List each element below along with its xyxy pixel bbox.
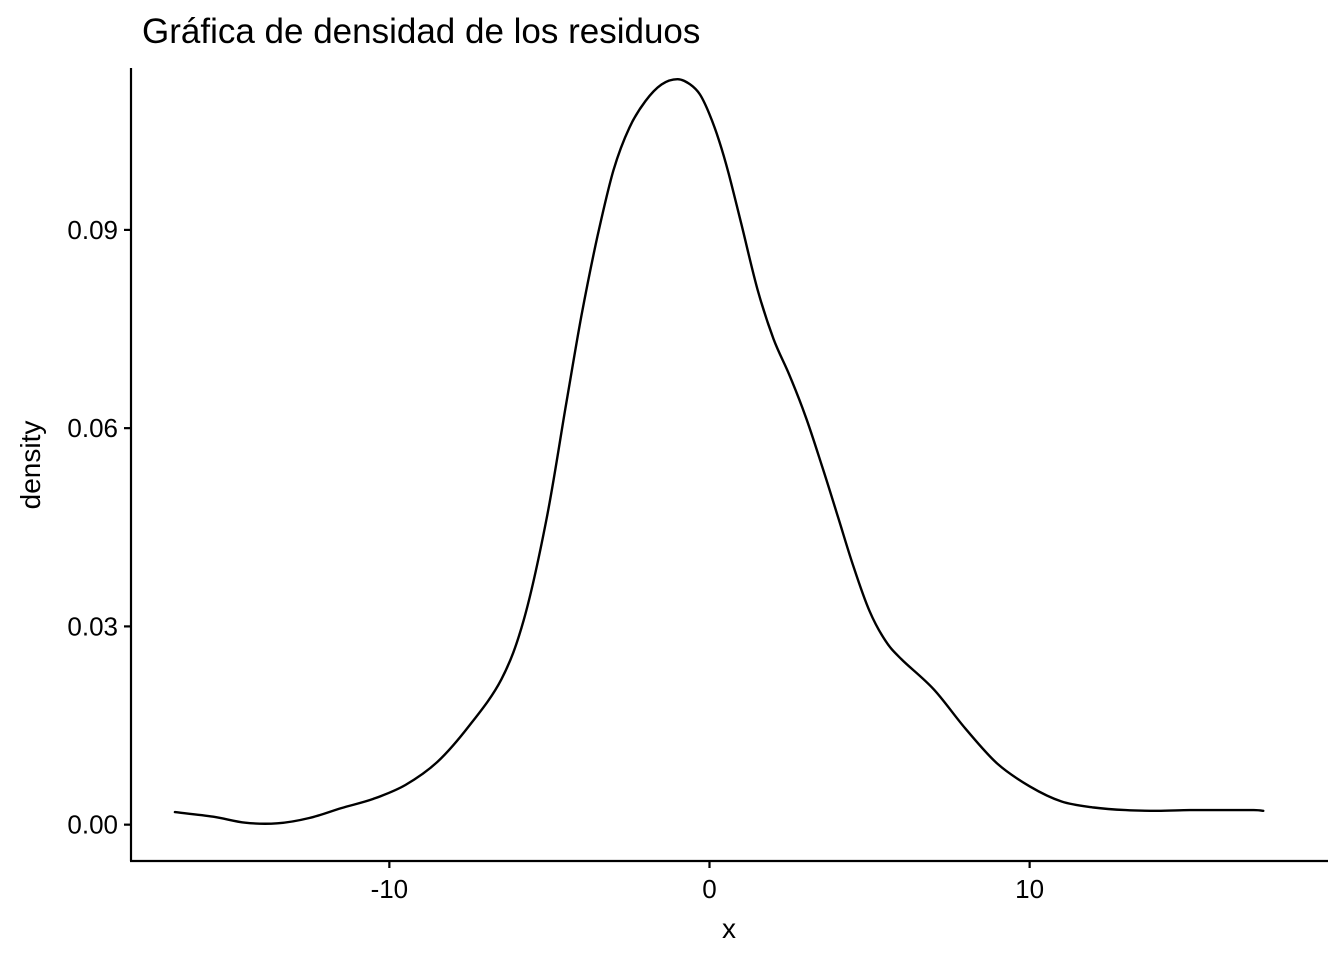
y-ticks: 0.00 0.03 0.06 0.09 [67, 215, 131, 840]
axes [129, 68, 1328, 863]
x-tick-label: 10 [1015, 874, 1044, 904]
x-tick-label: -10 [371, 874, 409, 904]
y-axis-label: density [15, 421, 46, 510]
y-tick-label: 0.09 [67, 215, 118, 245]
y-tick-label: 0.00 [67, 810, 118, 840]
y-tick-label: 0.03 [67, 611, 118, 641]
y-tick-label: 0.06 [67, 413, 118, 443]
x-ticks: -10 0 10 [371, 861, 1044, 904]
x-axis-label: x [722, 913, 736, 944]
x-tick-label: 0 [702, 874, 716, 904]
chart-title: Gráfica de densidad de los residuos [142, 12, 700, 51]
density-curve [173, 78, 1265, 825]
